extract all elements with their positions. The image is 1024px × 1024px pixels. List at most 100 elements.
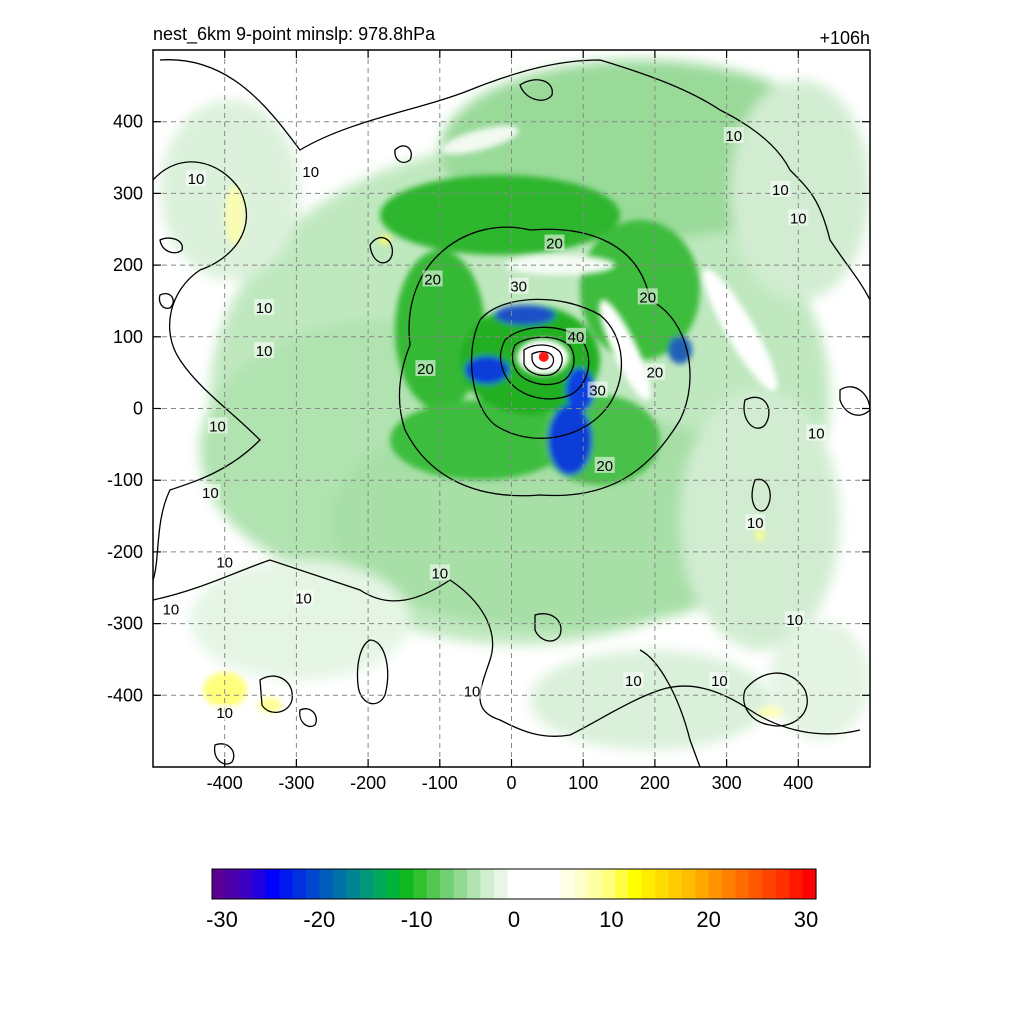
- contour-label: 20: [594, 456, 615, 475]
- y-axis: 400 300 200 100 0 -100 -200 -300 -400: [107, 112, 870, 705]
- contour-label-text: 30: [510, 279, 527, 296]
- contour-label: 10: [293, 589, 314, 608]
- y-tick-label: -300: [107, 614, 143, 634]
- grid: [153, 50, 870, 767]
- contour-label-text: 10: [625, 673, 642, 690]
- contour-label-text: 10: [431, 565, 448, 582]
- colorbar-swatch: [534, 869, 549, 899]
- contour-label-bg: [214, 553, 235, 570]
- contour-label-bg: [788, 209, 809, 226]
- contour-label-bg: [544, 234, 565, 251]
- contour-label-bg: [160, 600, 181, 617]
- contour-label-text: 10: [256, 300, 273, 317]
- x-tick-label: -100: [422, 773, 458, 793]
- colorbar-swatch: [359, 869, 374, 899]
- x-tick-label: -200: [350, 773, 386, 793]
- storm-center-dot: [538, 351, 549, 362]
- contour-label-text: 30: [589, 383, 606, 400]
- contour-label: 10: [160, 600, 181, 618]
- contour-label-text: 10: [256, 343, 273, 360]
- contour-label-bg: [745, 514, 766, 531]
- contour-label: 20: [644, 363, 665, 382]
- colorbar-swatch: [775, 869, 790, 899]
- contour-label-text: 10: [725, 128, 742, 145]
- y-tick-label: 200: [113, 255, 143, 275]
- colorbar-tick-label: -20: [303, 907, 335, 932]
- contour-label-text: 10: [302, 164, 319, 181]
- contour-label: 20: [415, 360, 436, 378]
- contour-lines: [153, 59, 870, 767]
- contour-label-bg: [566, 327, 587, 344]
- colorbar-swatch: [695, 869, 710, 899]
- contour-label: 20: [544, 234, 565, 253]
- y-tick-label: 300: [113, 183, 143, 203]
- contour-label-text: 10: [188, 171, 205, 188]
- contour-label: 10: [709, 671, 730, 690]
- contour-label: 10: [214, 704, 235, 722]
- contour-label-bg: [207, 417, 228, 434]
- contour-label-text: 10: [747, 515, 764, 532]
- contour-label: 10: [784, 611, 805, 629]
- colorbar-swatch: [628, 869, 643, 899]
- contour-label-bg: [300, 162, 321, 179]
- colorbar-swatch: [789, 869, 804, 899]
- x-tick-label: 200: [640, 773, 670, 793]
- contour-label-bg: [770, 180, 791, 197]
- contour-label: 10: [770, 180, 791, 199]
- contour-label: 10: [623, 671, 644, 690]
- x-axis: -400 -300 -200 -100 0 100 200 300 400: [207, 50, 813, 793]
- contour-label-text: 20: [647, 365, 664, 382]
- contour-label: 10: [745, 514, 766, 532]
- contour-label-text: 10: [790, 210, 807, 227]
- contour-label-text: 10: [295, 591, 312, 608]
- colorbar-swatch: [238, 869, 253, 899]
- contour-label-text: 40: [568, 329, 585, 346]
- contour-label-text: 20: [596, 458, 613, 475]
- colorbar-swatch: [668, 869, 683, 899]
- contour-label-bg: [806, 424, 827, 441]
- colorbar-swatch: [319, 869, 334, 899]
- contour-label: 20: [422, 270, 443, 288]
- contour-label: 10: [214, 553, 235, 572]
- contour-label: 20: [637, 288, 658, 306]
- contour-label-text: 10: [464, 684, 481, 701]
- shaded-field: [160, 60, 870, 750]
- colorbar-swatch: [480, 869, 495, 899]
- colorbar-swatch: [574, 869, 589, 899]
- title-right: +106h: [819, 28, 870, 48]
- x-tick-label: 400: [783, 773, 813, 793]
- colorbar-swatch: [453, 869, 468, 899]
- contour-label-text: 10: [202, 485, 219, 502]
- colorbar-swatch: [440, 869, 455, 899]
- colorbar-tick-label: -30: [206, 907, 238, 932]
- contour-label-bg: [422, 270, 443, 287]
- x-tick-label: 0: [506, 773, 516, 793]
- colorbar-swatch: [614, 869, 629, 899]
- contour-label-bg: [200, 484, 221, 501]
- colorbar-swatch: [654, 869, 669, 899]
- contour-label: 30: [587, 381, 608, 400]
- colorbar-swatch: [399, 869, 414, 899]
- contour-label: 10: [254, 299, 275, 317]
- contour-label: 10: [806, 424, 827, 443]
- contour-label-text: 20: [424, 271, 441, 288]
- contour-label-text: 10: [209, 418, 226, 435]
- contour-label-bg: [723, 127, 744, 144]
- contour-label-text: 10: [163, 601, 180, 618]
- colorbar-swatch: [292, 869, 307, 899]
- colorbar-swatch: [507, 869, 522, 899]
- colorbar-swatch: [265, 869, 280, 899]
- colorbar-tick-label: 10: [599, 907, 623, 932]
- colorbar-tick-label: -10: [401, 907, 433, 932]
- center-marker-layer: [538, 351, 549, 362]
- colorbar-frame: [211, 868, 817, 900]
- contour-label-bg: [637, 288, 658, 305]
- contour-label-bg: [254, 299, 275, 316]
- contour-label-text: 20: [546, 236, 563, 253]
- contour-label: 40: [566, 327, 587, 346]
- contour-label-bg: [623, 671, 644, 688]
- contour-label-bg: [587, 381, 608, 398]
- contour-label-text: 10: [772, 182, 789, 199]
